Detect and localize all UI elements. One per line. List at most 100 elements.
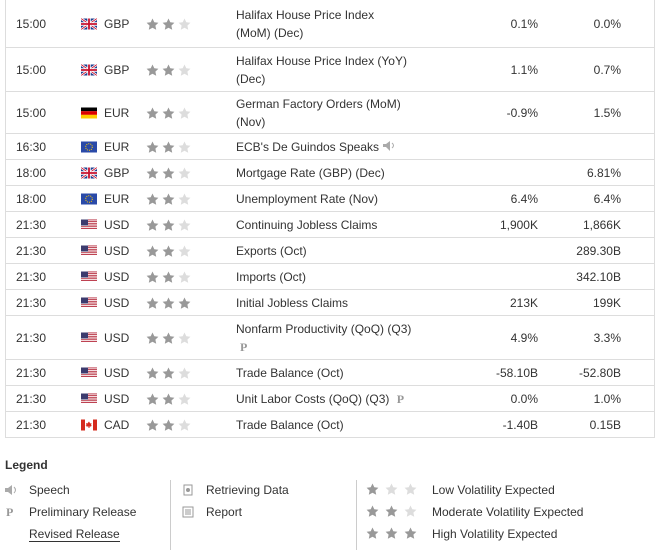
event[interactable]: Initial Jobless Claims — [236, 295, 349, 310]
time: 21:30 — [16, 417, 47, 432]
currency: USD — [104, 391, 130, 406]
volatility — [146, 271, 194, 283]
star — [404, 527, 417, 539]
calendar-row: 21:30 USD Initial Jobless Claims 213K 199K — [6, 290, 654, 316]
event[interactable]: Unit Labor Costs (QoQ) (Q3) — [236, 391, 390, 406]
event-cell: Initial Jobless Claims — [236, 294, 411, 312]
forecast: 0.0% — [593, 16, 621, 31]
star — [178, 271, 191, 283]
star — [162, 107, 175, 119]
star — [146, 193, 159, 205]
star — [146, 393, 159, 405]
star — [162, 64, 175, 76]
volatility — [146, 419, 194, 431]
volatility — [146, 367, 194, 379]
event[interactable]: Nonfarm Productivity (QoQ) (Q3) — [236, 321, 412, 336]
event[interactable]: Continuing Jobless Claims — [236, 217, 378, 232]
star — [385, 527, 398, 539]
star — [178, 219, 191, 231]
star — [178, 107, 191, 119]
event[interactable]: Halifax House Price Index (YoY) (Dec) — [236, 53, 407, 86]
time: 16:30 — [16, 139, 47, 154]
star — [162, 393, 175, 405]
volatility — [146, 141, 194, 153]
time: 21:30 — [16, 295, 47, 310]
star — [178, 245, 191, 257]
star — [178, 193, 191, 205]
event[interactable]: Unemployment Rate (Nov) — [236, 191, 379, 206]
event[interactable]: Halifax House Price Index (MoM) (Dec) — [236, 7, 375, 40]
calendar-row: 18:00 EUR Unemployment Rate (Nov) 6.4% 6.4% — [6, 186, 654, 212]
currency: EUR — [104, 139, 130, 154]
forecast: 0.7% — [593, 62, 621, 77]
volatility — [146, 193, 194, 205]
volatility — [146, 332, 194, 344]
actual: 1.1% — [510, 62, 538, 77]
event[interactable]: Imports (Oct) — [236, 269, 307, 284]
actual: 1,900K — [499, 217, 538, 232]
flag — [81, 167, 97, 178]
event-cell: Halifax House Price Index (MoM) (Dec) — [236, 6, 411, 42]
calendar-row: 16:30 EUR ECB's De Guindos Speaks — [6, 134, 654, 160]
time: 15:00 — [16, 105, 47, 120]
event-cell: Unemployment Rate (Nov) — [236, 190, 411, 208]
legend-item: Report — [206, 505, 243, 519]
flag — [81, 219, 97, 230]
time: 21:30 — [16, 269, 47, 284]
star — [178, 141, 191, 153]
legend-item: Speech — [29, 483, 70, 497]
flag — [81, 245, 97, 256]
legend-item: Preliminary Release — [29, 505, 137, 519]
volatility — [146, 219, 194, 231]
legend-item[interactable]: Revised Release — [29, 527, 120, 542]
legend-item: High Volatility Expected — [432, 527, 558, 541]
currency: EUR — [104, 105, 130, 120]
currency: USD — [104, 269, 130, 284]
event-cell: German Factory Orders (MoM) (Nov) — [236, 95, 411, 131]
star — [162, 219, 175, 231]
time: 21:30 — [16, 330, 47, 345]
star — [178, 332, 191, 344]
forecast: 0.15B — [589, 417, 621, 432]
event[interactable]: Trade Balance (Oct) — [236, 417, 344, 432]
event-cell: Trade Balance (Oct) — [236, 364, 411, 382]
event-cell: Imports (Oct) — [236, 268, 411, 286]
forecast: 1.5% — [593, 105, 621, 120]
star — [146, 219, 159, 231]
forecast: 1.0% — [593, 391, 621, 406]
retrieving-icon — [183, 484, 193, 496]
time: 21:30 — [16, 391, 47, 406]
volatility — [146, 297, 194, 309]
star — [162, 271, 175, 283]
currency: GBP — [104, 16, 130, 31]
star — [146, 64, 159, 76]
event[interactable]: ECB's De Guindos Speaks — [236, 139, 380, 154]
forecast: 342.10B — [576, 269, 621, 284]
event[interactable]: Trade Balance (Oct) — [236, 365, 344, 380]
event[interactable]: German Factory Orders (MoM) (Nov) — [236, 96, 401, 129]
star — [146, 271, 159, 283]
forecast: 6.81% — [586, 165, 621, 180]
time: 15:00 — [16, 62, 47, 77]
actual: -58.10B — [495, 365, 538, 380]
time: 21:30 — [16, 217, 47, 232]
actual: 213K — [509, 295, 538, 310]
star — [178, 367, 191, 379]
star — [146, 367, 159, 379]
flag — [81, 18, 97, 29]
volatility — [146, 245, 194, 257]
time: 18:00 — [16, 191, 47, 206]
star — [162, 193, 175, 205]
event[interactable]: Exports (Oct) — [236, 243, 307, 258]
preliminary-icon: P — [6, 505, 14, 519]
star — [366, 505, 379, 517]
event-cell: Exports (Oct) — [236, 242, 411, 260]
flag — [81, 64, 97, 75]
star — [162, 419, 175, 431]
event[interactable]: Mortgage Rate (GBP) (Dec) — [236, 165, 385, 180]
legend-stars-row — [366, 505, 423, 517]
actual: 0.0% — [510, 391, 538, 406]
legend-item: Moderate Volatility Expected — [432, 505, 584, 519]
report-icon — [182, 506, 194, 518]
